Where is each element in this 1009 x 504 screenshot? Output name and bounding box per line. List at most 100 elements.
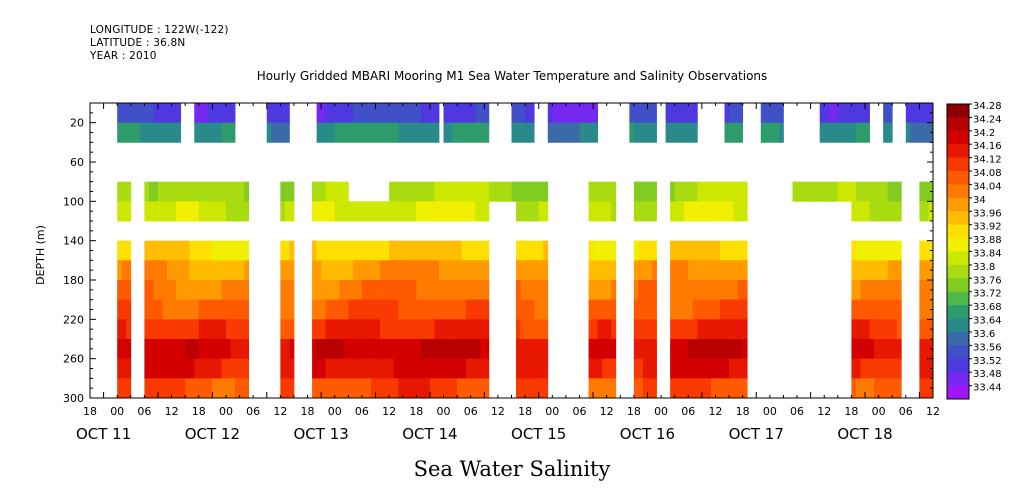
heatmap-cell xyxy=(457,201,463,222)
heatmap-cell xyxy=(815,181,821,202)
heatmap-cell xyxy=(923,358,929,379)
heatmap-cell xyxy=(316,339,322,360)
heatmap-cell xyxy=(239,378,245,399)
heatmap-cell xyxy=(738,240,744,261)
heatmap-cell xyxy=(710,181,716,202)
heatmap-cell xyxy=(547,122,553,143)
heatmap-cell xyxy=(207,201,213,222)
heatmap-cell xyxy=(330,280,336,301)
heatmap-cell xyxy=(647,280,653,301)
heatmap-cell xyxy=(402,319,408,340)
colorbar-swatch xyxy=(947,144,969,158)
heatmap-cell xyxy=(402,358,408,379)
x-axis: 18 00 06 12 18 00 06 12 18 00 06 12 18 00 06 12 18 00 06 12… xyxy=(76,103,940,443)
heatmap-cell xyxy=(457,299,463,320)
heatmap-cell xyxy=(203,201,209,222)
heatmap-cell xyxy=(393,358,399,379)
heatmap-cell xyxy=(157,240,163,261)
heatmap-cell xyxy=(126,240,132,261)
heatmap-cell xyxy=(402,280,408,301)
heatmap-cell xyxy=(371,319,376,340)
heatmap-cell xyxy=(629,122,635,143)
heatmap-cell xyxy=(647,299,653,320)
heatmap-cell xyxy=(525,240,531,261)
heatmap-cell xyxy=(452,339,458,360)
heatmap-cell xyxy=(742,280,748,301)
heatmap-cell xyxy=(647,240,653,261)
heatmap-cell xyxy=(738,378,744,399)
heatmap-cell xyxy=(361,201,367,222)
heatmap-cell xyxy=(865,319,870,340)
heatmap-cell xyxy=(597,201,603,222)
heatmap-cell xyxy=(425,280,431,301)
heatmap-cell xyxy=(126,181,132,202)
heatmap-cell xyxy=(484,319,490,340)
heatmap-cell xyxy=(117,299,123,320)
heatmap-cell xyxy=(511,181,517,202)
heatmap-cell xyxy=(207,240,213,261)
heatmap-cell xyxy=(225,201,231,222)
heatmap-cell xyxy=(724,181,730,202)
x-hour-label: 12 xyxy=(273,405,287,418)
heatmap-cell xyxy=(588,358,594,379)
heatmap-cell xyxy=(167,299,172,320)
heatmap-cell xyxy=(438,378,444,399)
heatmap-cell xyxy=(126,201,132,222)
heatmap-cell xyxy=(869,201,875,222)
heatmap-cell xyxy=(606,319,612,340)
heatmap-cell xyxy=(438,201,444,222)
heatmap-cell xyxy=(865,280,870,301)
heatmap-cell xyxy=(352,103,358,124)
heatmap-cell xyxy=(461,201,467,222)
heatmap-cell xyxy=(348,319,354,340)
heatmap-cell xyxy=(393,299,399,320)
heatmap-cell xyxy=(588,240,594,261)
heatmap-cell xyxy=(316,319,322,340)
heatmap-cell xyxy=(189,358,195,379)
x-hour-label: 18 xyxy=(518,405,532,418)
heatmap-cell xyxy=(176,201,182,222)
colorbar-label: 33.72 xyxy=(973,289,1002,300)
heatmap-cell xyxy=(389,358,395,379)
heatmap-cell xyxy=(597,319,603,340)
heatmap-cell xyxy=(321,319,327,340)
heatmap-cell xyxy=(225,240,231,261)
heatmap-cell xyxy=(185,378,191,399)
heatmap-cell xyxy=(420,201,426,222)
colorbar-swatch xyxy=(947,318,969,333)
heatmap-cell xyxy=(674,201,680,222)
heatmap-cell xyxy=(176,299,182,320)
heatmap-cell xyxy=(919,103,925,124)
heatmap-cell xyxy=(420,103,426,124)
heatmap-cell xyxy=(144,240,150,261)
x-hour-label: 06 xyxy=(899,405,913,418)
heatmap-cell xyxy=(352,378,358,399)
heatmap-cell xyxy=(652,299,657,320)
heatmap-cell xyxy=(167,260,172,281)
heatmap-cell xyxy=(670,299,676,320)
heatmap-cells xyxy=(117,103,934,399)
heatmap-cell xyxy=(284,299,290,320)
heatmap-cell xyxy=(189,299,195,320)
heatmap-cell xyxy=(461,181,467,202)
heatmap-cell xyxy=(896,319,902,340)
heatmap-cell xyxy=(239,240,245,261)
heatmap-cell xyxy=(321,240,327,261)
heatmap-cell xyxy=(171,280,177,301)
heatmap-cell xyxy=(420,280,426,301)
heatmap-cell xyxy=(883,378,889,399)
heatmap-cell xyxy=(148,240,154,261)
heatmap-cell xyxy=(162,319,168,340)
heatmap-cell xyxy=(824,122,830,143)
colorbar-label: 34.2 xyxy=(973,128,995,139)
heatmap-cell xyxy=(194,378,200,399)
heatmap-cell xyxy=(520,378,526,399)
heatmap-cell xyxy=(642,103,648,124)
heatmap-cell xyxy=(130,122,136,143)
heatmap-cell xyxy=(633,378,639,399)
heatmap-cell xyxy=(121,299,127,320)
heatmap-cell xyxy=(534,260,540,281)
heatmap-cell xyxy=(923,339,929,360)
heatmap-cell xyxy=(121,378,127,399)
colorbar-swatch xyxy=(947,238,969,252)
